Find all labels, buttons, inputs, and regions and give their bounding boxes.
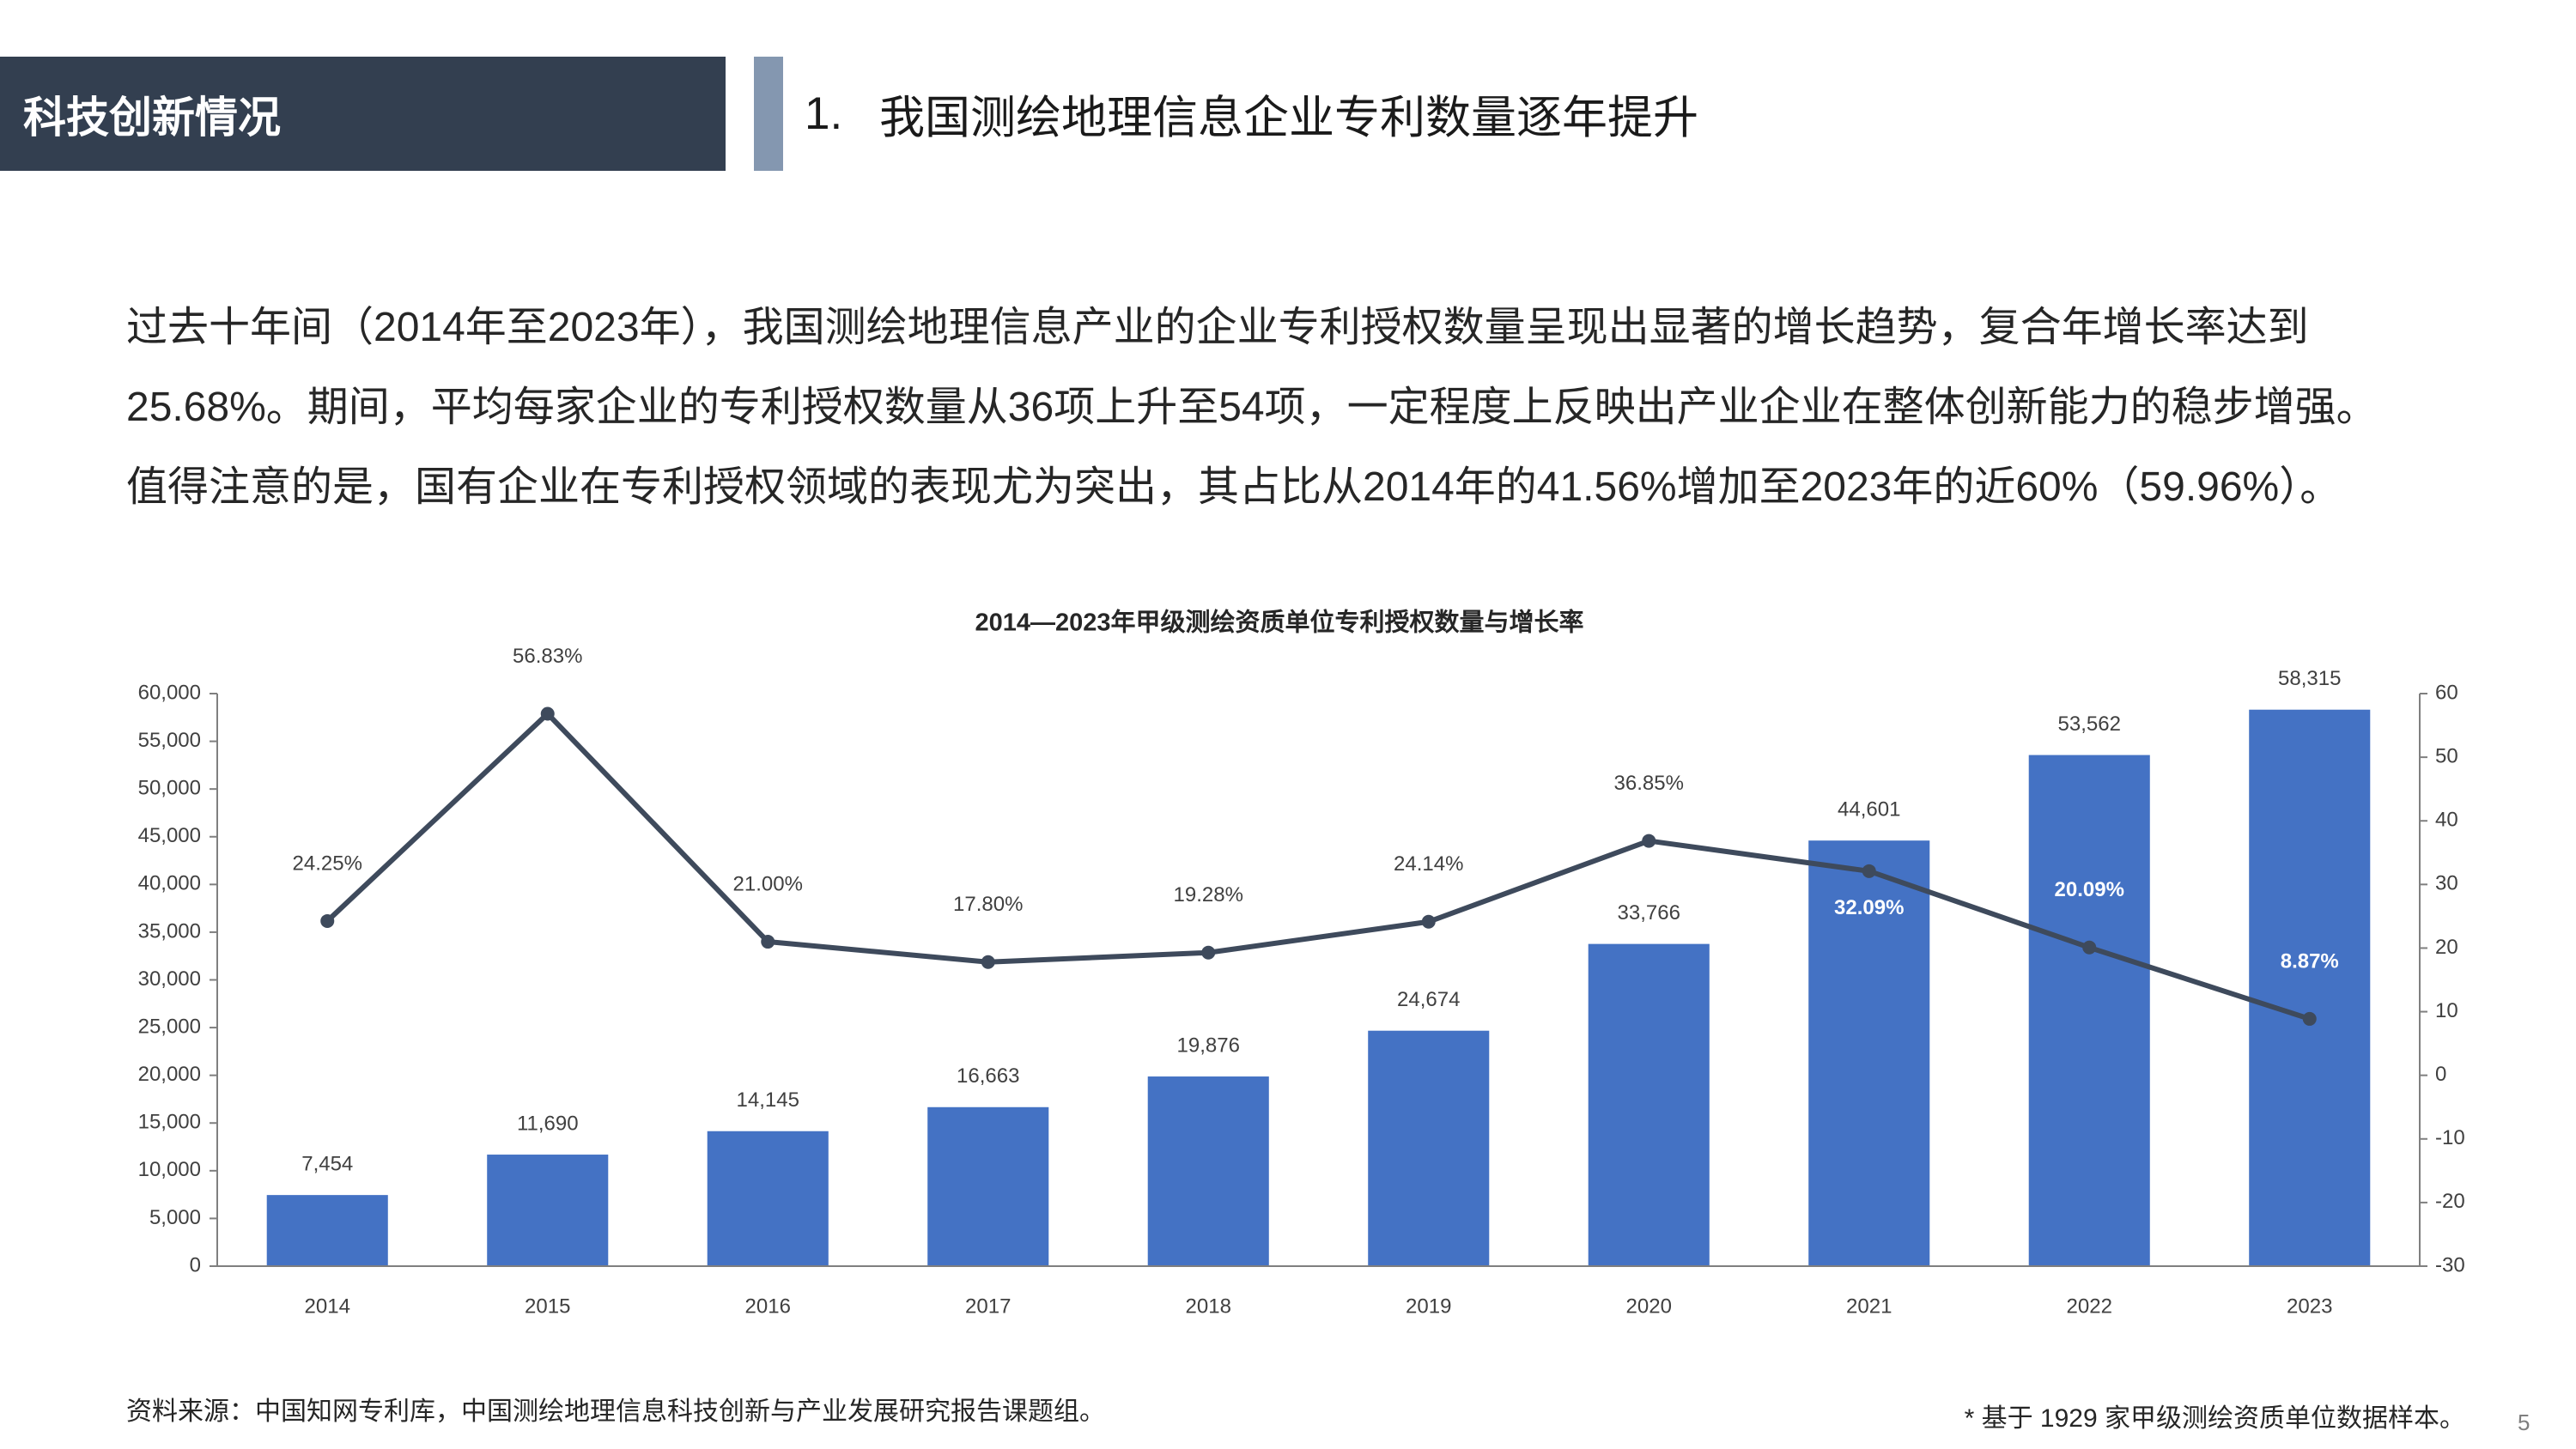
patent-combo-chart: 2014—2023年甲级测绘资质单位专利授权数量与增长率 0 5,000 10,00… [138, 608, 2465, 1319]
summary-paragraph: 过去十年间（2014年至2023年），我国测绘地理信息产业的企业专利授权数量呈现… [126, 288, 2378, 527]
bar-2021 [1808, 840, 1930, 1266]
left-tick-label: 40,000 [138, 872, 201, 895]
growth-rate-label: 24.25% [293, 852, 362, 875]
bar-series [266, 709, 2371, 1266]
right-tick-label: 20 [2435, 936, 2458, 959]
chart-labels: 7,454 11,690 14,145 16,663 19,876 24,674 33,76… [293, 645, 2342, 1176]
growth-point-2017 [981, 955, 995, 969]
right-tick-label: -30 [2435, 1253, 2465, 1276]
left-tick-label: 60,000 [138, 681, 201, 704]
growth-point-2021 [1862, 864, 1876, 878]
right-tick-label: -10 [2435, 1126, 2465, 1149]
paragraph-line: 值得注意的是，国有企业在专利授权领域的表现尤为突出，其占比从2014年的41.5… [126, 464, 2342, 510]
paragraph-line: 过去十年间（2014年至2023年），我国测绘地理信息产业的企业专利授权数量呈现… [126, 305, 2309, 350]
right-tick-label: 30 [2435, 872, 2458, 895]
right-tick-label: 10 [2435, 999, 2458, 1022]
growth-rate-label: 21.00% [733, 872, 803, 895]
bar-value-label: 11,690 [517, 1112, 579, 1135]
right-tick-label: 40 [2435, 809, 2458, 832]
right-tick-label: 60 [2435, 681, 2458, 704]
growth-point-2014 [320, 913, 335, 928]
slide-title: 1. 我国测绘地理信息企业专利数量逐年提升 [805, 57, 1698, 171]
bar-value-label: 33,766 [1618, 901, 1680, 925]
page-number: 5 [2518, 1410, 2530, 1435]
growth-rate-label: 8.87% [2281, 949, 2339, 973]
sample-note: * 基于 1929 家甲级测绘资质单位数据样本。 [1964, 1404, 2465, 1433]
bar-value-label: 7,454 [301, 1152, 353, 1175]
growth-rate-label: 36.85% [1614, 772, 1684, 795]
x-tick-label: 2017 [965, 1294, 1011, 1318]
left-tick-label: 15,000 [138, 1111, 201, 1134]
right-tick-label: 50 [2435, 744, 2458, 767]
x-tick-label: 2022 [2067, 1294, 2112, 1318]
x-tick-label: 2021 [1846, 1294, 1892, 1318]
growth-point-2015 [540, 706, 555, 721]
paragraph-line: 25.68%。期间，平均每家企业的专利授权数量从36项上升至54项，一定程度上反… [126, 385, 2378, 430]
slide-title-text: 我国测绘地理信息企业专利数量逐年提升 [879, 92, 1698, 143]
x-tick-label: 2019 [1406, 1294, 1451, 1318]
growth-point-2019 [1421, 914, 1436, 929]
bar-2017 [927, 1106, 1049, 1266]
growth-rate-label: 17.80% [953, 893, 1023, 916]
bar-value-label: 44,601 [1838, 798, 1900, 822]
growth-rate-label: 24.14% [1394, 852, 1463, 876]
source-note: 资料来源：中国知网专利库，中国测绘地理信息科技创新与产业发展研究报告课题组。 [126, 1397, 1105, 1426]
x-tick-label: 2014 [305, 1294, 350, 1318]
bar-value-label: 58,315 [2278, 667, 2341, 690]
growth-point-2018 [1201, 945, 1216, 960]
x-tick-label: 2016 [745, 1294, 791, 1318]
x-tick-label: 2018 [1186, 1294, 1231, 1318]
growth-point-2022 [2082, 940, 2097, 955]
bar-2020 [1588, 943, 1710, 1266]
growth-rate-label: 56.83% [513, 645, 582, 668]
bar-2019 [1368, 1030, 1490, 1266]
line-series [320, 706, 2317, 1026]
bar-value-label: 16,663 [957, 1064, 1019, 1088]
left-tick-label: 10,000 [138, 1158, 201, 1181]
title-accent-bar [754, 57, 783, 171]
growth-rate-label: 20.09% [2055, 878, 2124, 901]
bar-value-label: 53,562 [2058, 712, 2121, 736]
x-tick-label: 2023 [2287, 1294, 2332, 1318]
chart-title: 2014—2023年甲级测绘资质单位专利授权数量与增长率 [975, 608, 1583, 637]
bar-2014 [266, 1195, 388, 1266]
bar-value-label: 19,876 [1177, 1034, 1240, 1057]
left-tick-label: 35,000 [138, 919, 201, 943]
section-title: 科技创新情况 [23, 93, 281, 142]
section-header-bar: 科技创新情况 [0, 57, 726, 171]
right-tick-label: -20 [2435, 1190, 2465, 1213]
bar-2018 [1147, 1076, 1269, 1266]
slide-title-number: 1. [805, 88, 843, 139]
left-tick-label: 20,000 [138, 1063, 201, 1086]
growth-point-2023 [2302, 1011, 2317, 1026]
left-tick-label: 0 [190, 1253, 201, 1276]
growth-point-2020 [1642, 834, 1656, 848]
x-tick-label: 2015 [525, 1294, 570, 1318]
bar-value-label: 24,674 [1397, 988, 1460, 1011]
chart-axes: 0 5,000 10,000 15,000 20,000 25,000 30,000 35,0… [138, 681, 2465, 1318]
bar-value-label: 14,145 [737, 1088, 799, 1112]
bar-2023 [2249, 709, 2371, 1266]
x-tick-label: 2020 [1626, 1294, 1672, 1318]
growth-point-2016 [761, 935, 775, 949]
left-tick-label: 5,000 [149, 1206, 201, 1229]
left-tick-label: 45,000 [138, 824, 201, 847]
left-tick-label: 55,000 [138, 729, 201, 752]
growth-rate-line [325, 711, 2311, 1022]
left-tick-label: 30,000 [138, 967, 201, 991]
bar-2016 [707, 1131, 829, 1266]
growth-rate-label: 19.28% [1174, 883, 1243, 906]
left-tick-label: 50,000 [138, 777, 201, 800]
right-tick-label: 0 [2435, 1063, 2446, 1086]
left-tick-label: 25,000 [138, 1015, 201, 1038]
bar-2022 [2028, 755, 2150, 1266]
bar-2015 [487, 1155, 609, 1266]
growth-rate-label: 32.09% [1834, 896, 1904, 919]
